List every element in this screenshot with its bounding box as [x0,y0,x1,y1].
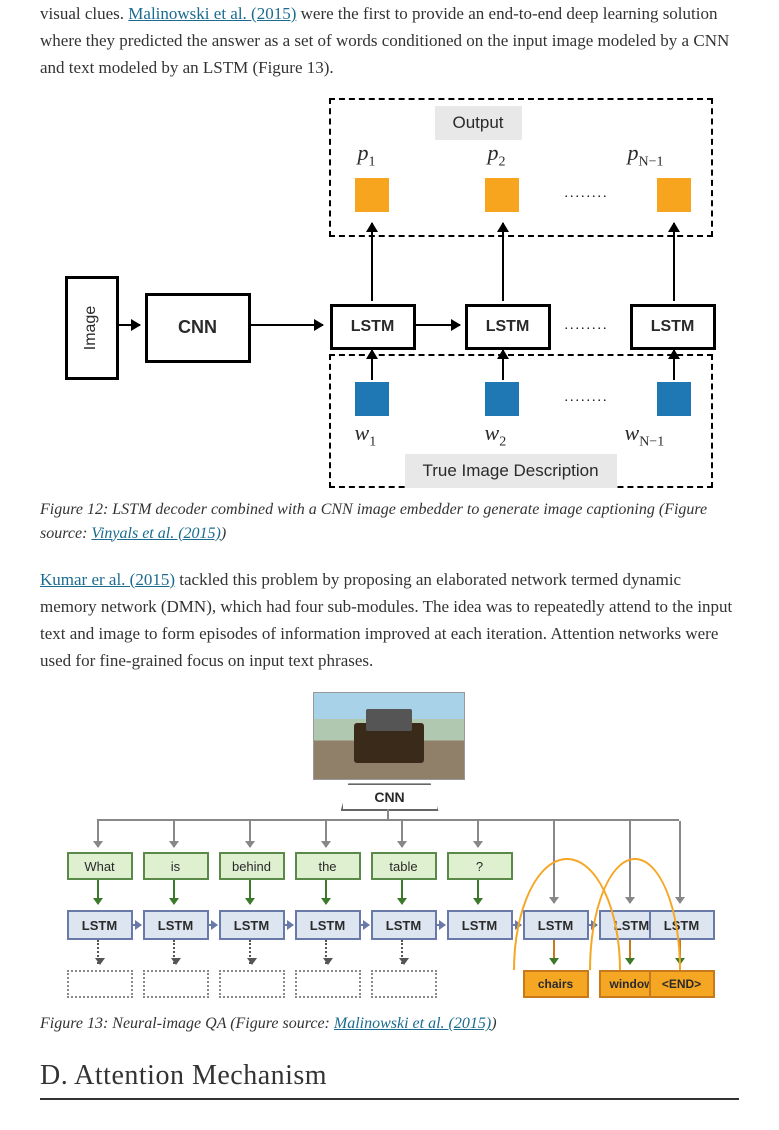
tree-drop-2 [249,821,251,847]
w2l-4 [401,880,403,904]
p1-label: p1 [358,140,376,170]
dots-mid: ........ [565,318,609,334]
out-chairs: chairs [523,970,589,998]
lstm-N: LSTM [630,304,716,350]
lstm13-4: LSTM [371,910,437,940]
pN-label: pN−1 [628,140,664,170]
link-vinyals[interactable]: Vinyals et al. (2015) [91,525,220,542]
word-what: What [67,852,133,880]
w2l-0 [97,880,99,904]
arrow-in-1 [371,350,373,380]
image-box: Image [65,276,119,380]
word-the: the [295,852,361,880]
w2l-1 [173,880,175,904]
lstm13-0: LSTM [67,910,133,940]
h-2 [285,924,293,926]
arrow-in-3 [673,350,675,380]
dots-top: ........ [565,186,609,202]
cnn-box: CNN [145,293,251,363]
dots-bot: ........ [565,390,609,406]
tree-drop-3 [325,821,327,847]
word-qmark: ? [447,852,513,880]
tree-drop-0 [97,821,99,847]
l2o-3 [325,940,329,964]
wN-label: wN−1 [625,420,665,450]
l2o-2 [249,940,253,964]
p2-label: p2 [488,140,506,170]
out-empty-1 [143,970,209,998]
h-1 [209,924,217,926]
tree-drop-1 [173,821,175,847]
w2l-3 [325,880,327,904]
out-end: <END> [649,970,715,998]
arrow-in-2 [502,350,504,380]
section-heading-attention: D. Attention Mechanism [40,1060,739,1092]
w1-label: w1 [355,420,377,450]
h-0 [133,924,141,926]
l2o-4 [401,940,405,964]
figure-12: Output p1 p2 pN−1 ........ Image CNN LST… [65,98,715,488]
p2-square [485,178,519,212]
cnn-stem [387,809,389,819]
input-photo [313,692,465,780]
arrow-cnn-lstm [251,324,323,326]
h-4 [437,924,445,926]
link-malinowski-1[interactable]: Malinowski et al. (2015) [128,4,296,23]
arrow-up-3 [673,223,675,301]
l2o-1 [173,940,177,964]
out-empty-4 [371,970,437,998]
lstm13-1: LSTM [143,910,209,940]
out-empty-2 [219,970,285,998]
input-banner: True Image Description [405,454,617,488]
figure-12-caption: Figure 12: LSTM decoder combined with a … [40,498,739,546]
word-table: table [371,852,437,880]
wN-square [657,382,691,416]
arrow-up-2 [502,223,504,301]
arrow-image-cnn [116,324,140,326]
cnn-trapezoid: CNN [341,783,439,811]
link-kumar[interactable]: Kumar er al. (2015) [40,570,175,589]
w1-square [355,382,389,416]
arrow-up-1 [371,223,373,301]
w2-label: w2 [485,420,507,450]
lstm13-2: LSTM [219,910,285,940]
curve-2 [589,858,681,970]
paragraph-kumar: Kumar er al. (2015) tackled this problem… [40,566,739,675]
pN-square [657,178,691,212]
out-empty-3 [295,970,361,998]
p1-square [355,178,389,212]
w2l-5 [477,880,479,904]
word-is: is [143,852,209,880]
cnn-bus [97,819,679,821]
word-behind: behind [219,852,285,880]
tree-drop-4 [401,821,403,847]
out-empty-0 [67,970,133,998]
tree-drop-5 [477,821,479,847]
lstm13-5: LSTM [447,910,513,940]
link-malinowski-2[interactable]: Malinowski et al. (2015) [334,1015,491,1032]
l2o-0 [97,940,101,964]
lstm-1: LSTM [330,304,416,350]
output-banner: Output [435,106,522,140]
h-3 [361,924,369,926]
w2l-2 [249,880,251,904]
tree-drop-8 [679,821,681,903]
figure-13: CNN What is behind the table ? LSTM [65,692,715,1002]
figure-13-caption: Figure 13: Neural-image QA (Figure sourc… [40,1012,739,1036]
arrow-lstm-12 [416,324,460,326]
section-rule [40,1098,739,1100]
w2-square [485,382,519,416]
lstm13-3: LSTM [295,910,361,940]
intro-paragraph: visual clues. Malinowski et al. (2015) w… [40,0,739,82]
intro-prefix: visual clues. [40,4,128,23]
lstm-2: LSTM [465,304,551,350]
